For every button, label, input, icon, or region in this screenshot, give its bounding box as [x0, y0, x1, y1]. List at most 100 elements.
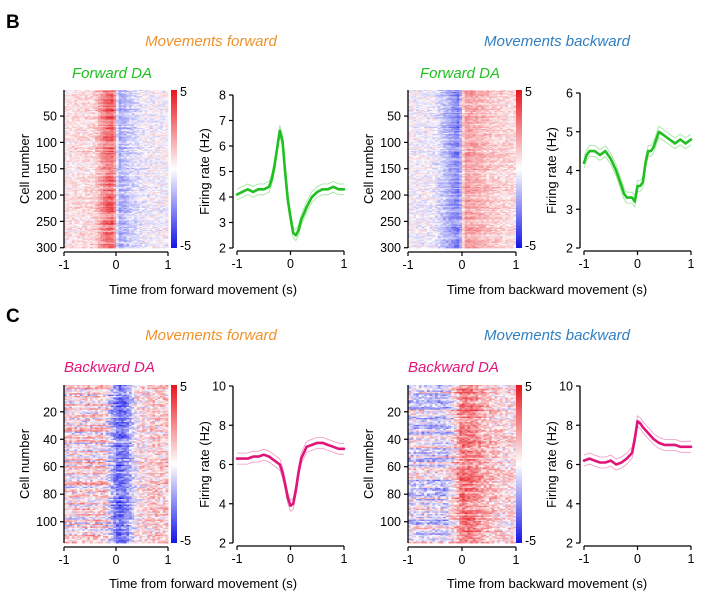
- heatmap-cell: [134, 92, 138, 94]
- heatmap-cell: [100, 177, 104, 179]
- heatmap-cell: [162, 119, 166, 121]
- heatmap-cell: [136, 159, 140, 161]
- heatmap-cell: [84, 143, 88, 146]
- heatmap-cell: [71, 102, 75, 105]
- heatmap-cell: [110, 199, 114, 201]
- heatmap-cell: [79, 137, 83, 139]
- heatmap-cell: [118, 101, 122, 104]
- heatmap-cell: [66, 150, 70, 152]
- heatmap-cell: [79, 175, 83, 177]
- heatmap-cell: [160, 171, 164, 173]
- heatmap-cell: [64, 123, 67, 126]
- heatmap-cell: [123, 162, 127, 165]
- heatmap-cell: [118, 162, 122, 165]
- heatmap-cell: [108, 119, 112, 121]
- heatmap-cell: [100, 130, 104, 132]
- heatmap-cell: [118, 182, 122, 185]
- heatmap-cell: [103, 152, 106, 154]
- heatmap-cell: [142, 155, 145, 157]
- heatmap-cell: [147, 135, 151, 137]
- heatmap-cell: [118, 199, 122, 201]
- heatmap-cell: [105, 181, 109, 184]
- heatmap-cell: [71, 146, 75, 149]
- xlabel-backward-bottom: Time from backward movement (s): [447, 576, 647, 591]
- heatmap-cell: [121, 189, 125, 191]
- heatmap-cell: [129, 147, 132, 150]
- heatmap-cell: [74, 177, 78, 179]
- heatmap-cell: [79, 160, 83, 163]
- heatmap-cell: [136, 195, 140, 197]
- heatmap-cell: [105, 169, 109, 171]
- heatmap-cell: [162, 175, 166, 177]
- heatmap-cell: [66, 159, 70, 161]
- heatmap-cell: [92, 163, 96, 166]
- heatmap-cell: [82, 173, 86, 175]
- heatmap-cell: [157, 102, 161, 105]
- heatmap-cell: [123, 172, 127, 174]
- heatmap-cell: [77, 136, 80, 138]
- heatmap-cell: [64, 157, 67, 159]
- heatmap-cell: [71, 189, 75, 191]
- heatmap-cell: [126, 191, 130, 193]
- heatmap-cell: [66, 95, 70, 97]
- heatmap-cell: [162, 197, 166, 199]
- heatmap-cell: [110, 166, 114, 169]
- heatmap-cell: [66, 197, 70, 199]
- heatmap-cell: [162, 101, 166, 104]
- heatmap-cell: [126, 152, 130, 154]
- heatmap-cell: [105, 106, 109, 109]
- heatmap-cell: [77, 135, 80, 137]
- heatmap-cell: [160, 111, 164, 113]
- heatmap-cell: [157, 131, 161, 133]
- heatmap-cell: [147, 195, 151, 197]
- heatmap-cell: [152, 171, 156, 173]
- heatmap-cell: [108, 144, 112, 147]
- heatmap-cell: [160, 146, 164, 149]
- heatmap-cell: [74, 191, 78, 193]
- heatmap-cell: [155, 159, 158, 161]
- heatmap-cell: [84, 117, 88, 119]
- heatmap-cell: [116, 186, 119, 189]
- heatmap-cell: [149, 119, 153, 121]
- heatmap-cell: [126, 154, 130, 156]
- heatmap-cell: [71, 183, 75, 186]
- heatmap-cell: [74, 136, 78, 138]
- heatmap-cell: [147, 95, 151, 97]
- heatmap-cell: [113, 155, 117, 157]
- heatmap-cell: [90, 124, 93, 127]
- heatmap-cell: [110, 98, 114, 100]
- heatmap-cell: [108, 160, 112, 163]
- heatmap-cell: [160, 108, 164, 111]
- heatmap-cell: [69, 121, 73, 124]
- heatmap-cell: [66, 96, 70, 98]
- heatmap-cell: [110, 192, 114, 194]
- heatmap-cell: [66, 107, 70, 110]
- heatmap-cell: [162, 187, 166, 190]
- heatmap-cell: [84, 163, 88, 166]
- heatmap-cell: [92, 114, 96, 116]
- heatmap-cell: [121, 185, 125, 188]
- heatmap-cell: [123, 90, 127, 92]
- heatmap-cell: [82, 160, 86, 163]
- heatmap-cell: [77, 147, 80, 150]
- heatmap-cell: [105, 197, 109, 199]
- heatmap-cell: [152, 164, 156, 167]
- heatmap-cell: [82, 161, 86, 164]
- heatmap-cell: [92, 98, 96, 100]
- heatmap-cell: [103, 130, 106, 132]
- heatmap-cell: [147, 97, 151, 99]
- heatmap-cell: [147, 130, 151, 132]
- heatmap-cell: [113, 143, 117, 146]
- heatmap-cell: [77, 122, 80, 125]
- heatmap-cell: [152, 139, 156, 141]
- heatmap-cell: [90, 179, 93, 181]
- heatmap-cell: [92, 172, 96, 174]
- heatmap-cell: [123, 169, 127, 171]
- heatmap-cell: [134, 183, 138, 186]
- heatmap-cell: [66, 108, 70, 111]
- heatmap-cell: [77, 186, 80, 189]
- heatmap-cell: [105, 122, 109, 125]
- heatmap-cell: [155, 101, 158, 104]
- heatmap-cell: [155, 134, 158, 136]
- heatmap-cell: [152, 121, 156, 124]
